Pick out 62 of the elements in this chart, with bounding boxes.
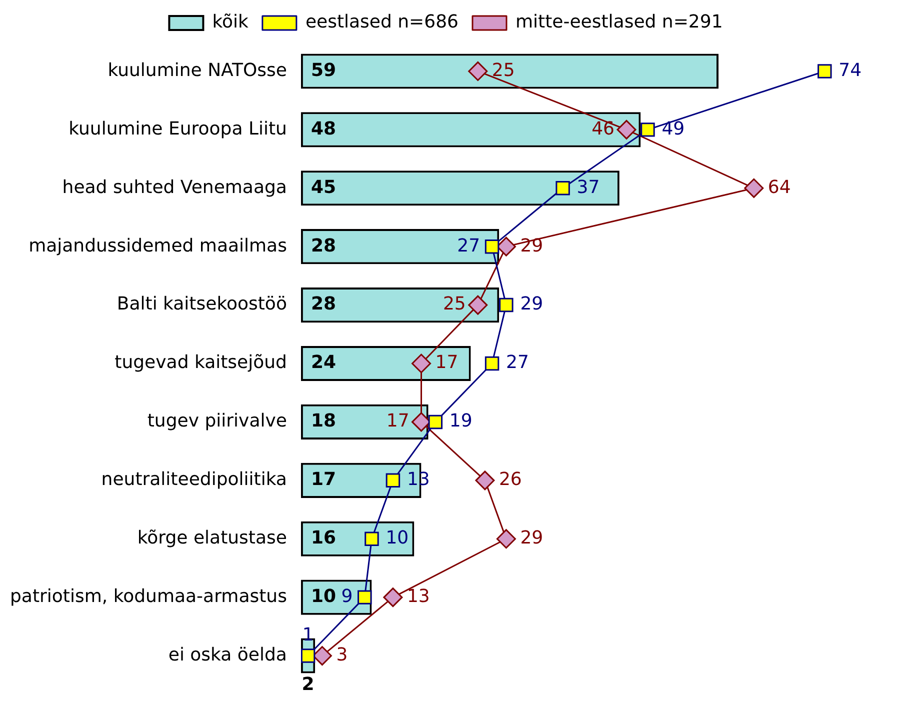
y-tick-label: head suhted Venemaaga	[62, 176, 287, 198]
data-label: 28	[310, 294, 336, 315]
data-label: 10	[386, 528, 409, 549]
data-label: 27	[457, 235, 480, 256]
point	[412, 354, 432, 374]
y-tick-label: majandussidemed maailmas	[28, 235, 287, 256]
y-tick-label: kuulumine Euroopa Liitu	[68, 118, 287, 140]
data-label: 74	[838, 60, 862, 81]
point	[484, 356, 500, 371]
data-label: 16	[310, 528, 336, 549]
point	[364, 532, 379, 546]
data-label: 45	[310, 176, 336, 198]
data-label: 25	[442, 294, 466, 315]
y-tick-label: tugevad kaitsejõud	[114, 352, 287, 374]
point	[640, 122, 655, 137]
point	[818, 64, 832, 78]
y-tick-label: patriotism, kodumaa-armastus	[10, 586, 287, 607]
data-label: 19	[449, 410, 472, 432]
point	[475, 470, 495, 490]
data-label: 27	[506, 352, 529, 374]
data-label: 46	[592, 118, 614, 140]
point	[496, 529, 516, 549]
point	[499, 298, 514, 312]
data-label: 48	[310, 118, 336, 140]
point	[428, 414, 443, 430]
legend-label: kõik	[212, 12, 250, 33]
y-tick-label: tugev piirivalve	[147, 410, 287, 432]
data-label: 37	[576, 176, 600, 198]
data-label: 17	[310, 469, 336, 490]
point	[556, 181, 570, 196]
point	[468, 295, 488, 315]
data-label: 26	[498, 469, 522, 490]
data-label: 17	[386, 410, 410, 432]
data-label: 28	[310, 235, 336, 256]
data-label: 59	[310, 60, 336, 81]
data-label: 17	[435, 352, 458, 374]
data-label: 18	[310, 410, 336, 432]
point	[744, 178, 764, 198]
point	[383, 588, 403, 608]
data-label: 3	[336, 644, 348, 666]
data-label: 29	[520, 294, 544, 315]
point	[484, 239, 500, 254]
data-label: 9	[341, 586, 353, 607]
y-tick-label: kuulumine NATOsse	[108, 60, 287, 81]
data-label: 49	[662, 118, 685, 140]
data-label: 25	[492, 60, 515, 81]
y-tick-label: Balti kaitsekoostöö	[116, 294, 287, 315]
data-label: 2	[302, 674, 314, 695]
point	[616, 120, 636, 140]
point	[386, 473, 400, 488]
legend-label: mitte-eestlased n=291	[516, 12, 723, 33]
legend-label: eestlased n=686	[305, 12, 458, 33]
y-tick-label: ei oska öelda	[168, 644, 287, 666]
data-label: 64	[768, 176, 791, 198]
data-label: 24	[310, 352, 336, 374]
data-label: 13	[406, 586, 430, 607]
y-tick-label: kõrge elatustase	[137, 528, 287, 549]
data-label: 10	[310, 586, 336, 607]
y-tick-label: neutraliteedipoliitika	[101, 469, 287, 490]
point	[468, 61, 488, 81]
data-label: 29	[520, 528, 544, 549]
point	[358, 590, 372, 604]
